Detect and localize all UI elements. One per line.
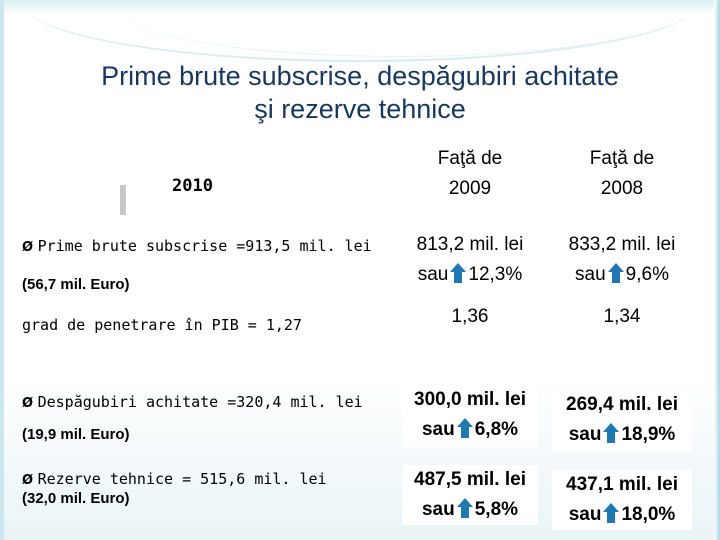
header-2009: Faţă de 2009 [402, 144, 538, 206]
up-arrow-icon [603, 423, 620, 443]
penetration-label: grad de penetrare în PIB = 1,27 [22, 316, 302, 334]
reserves-2008-change-row: sau 18,0% [568, 503, 676, 525]
claims-2009-change-row: sau 6,8% [421, 418, 519, 440]
reserves-2009-value: 487,5 mil. lei [414, 469, 526, 490]
claims-2008-change: 18,9% [621, 424, 676, 445]
up-arrow-icon [607, 263, 624, 283]
claims-2008-change-row: sau 18,9% [568, 423, 676, 445]
reserves-2009: 487,5 mil. lei sau 5,8% [402, 465, 538, 525]
reserves-2009-change-row: sau 5,8% [421, 498, 519, 520]
premiums-2008: 833,2 mil. lei sau 9,6% [552, 230, 692, 294]
claims-2009-change: 6,8% [474, 419, 519, 440]
up-arrow-icon [603, 503, 620, 523]
premiums-2009-change-row: sau 12,3% [417, 263, 523, 285]
reserves-2008: 437,1 mil. lei sau 18,0% [552, 470, 692, 530]
up-arrow-icon [450, 263, 467, 283]
title-line-1: Prime brute subscrise, despăgubiri achit… [101, 61, 619, 91]
slide-title: Prime brute subscrise, despăgubiri achit… [0, 60, 720, 126]
year-label: 2010 [172, 176, 213, 196]
decorative-swoosh-inner [120, 0, 680, 57]
reserves-2008-value: 437,1 mil. lei [566, 474, 678, 495]
premiums-2009-change: 12,3% [468, 264, 523, 285]
up-arrow-icon [456, 498, 473, 518]
premiums-euro: (56,7 mil. Euro) [22, 276, 130, 293]
decorative-swoosh [20, 0, 700, 62]
header-2008: Faţă de 2008 [552, 144, 692, 206]
reserves-2008-change: 18,0% [621, 504, 676, 525]
header-2008-line2: 2008 [600, 178, 644, 199]
header-2008-line1: Faţă de [589, 148, 655, 169]
premiums-label: Prime brute subscrise =913,5 mil. lei [22, 237, 372, 255]
premiums-2008-value: 833,2 mil. lei [568, 234, 676, 255]
claims-2008: 269,4 mil. lei sau 18,9% [552, 390, 692, 452]
up-arrow-icon [456, 418, 473, 438]
header-2009-line1: Faţă de [437, 148, 503, 169]
reserves-euro: (32,0 mil. Euro) [22, 490, 130, 507]
claims-label: Despăgubiri achitate =320,4 mil. lei [22, 393, 363, 411]
premiums-2008-change: 9,6% [625, 264, 669, 285]
reserves-label: Rezerve tehnice = 515,6 mil. lei [22, 470, 327, 488]
reserves-2009-change: 5,8% [474, 499, 519, 520]
claims-2009: 300,0 mil. lei sau 6,8% [402, 385, 538, 447]
header-2009-line2: 2009 [448, 178, 492, 199]
decorative-marker [119, 184, 127, 216]
penetration-2009: 1,36 [402, 302, 538, 332]
premiums-2009-value: 813,2 mil. lei [416, 234, 524, 255]
penetration-2008: 1,34 [552, 302, 692, 332]
claims-2009-value: 300,0 mil. lei [414, 389, 526, 410]
claims-2008-value: 269,4 mil. lei [566, 394, 678, 415]
slide-right-border [714, 0, 720, 540]
slide-left-border [0, 0, 4, 540]
title-line-2: şi rezerve tehnice [254, 94, 466, 124]
premiums-2008-change-row: sau 9,6% [575, 263, 669, 285]
premiums-2009: 813,2 mil. lei sau 12,3% [402, 230, 538, 294]
claims-euro: (19,9 mil. Euro) [22, 426, 130, 443]
